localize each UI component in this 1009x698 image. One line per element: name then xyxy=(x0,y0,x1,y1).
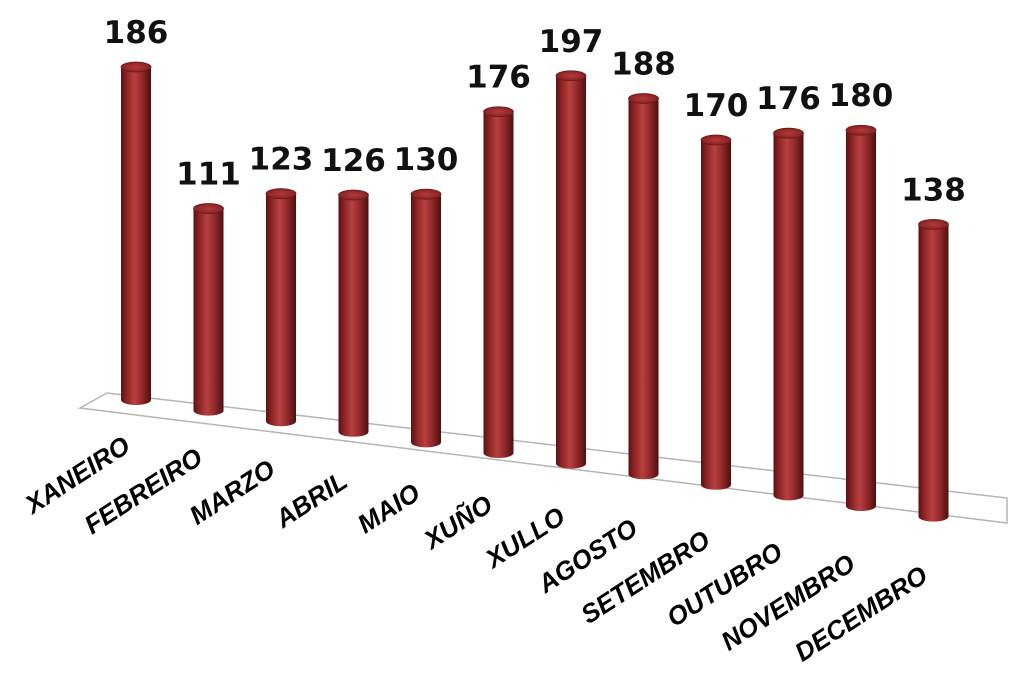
value-label-setembro: 170 xyxy=(684,88,749,124)
bar-top xyxy=(700,134,732,146)
bar-body xyxy=(338,194,369,437)
bar-top xyxy=(265,188,297,200)
value-label-decembro: 138 xyxy=(901,172,966,208)
bar-febreiro xyxy=(193,203,224,416)
bar-top xyxy=(628,93,659,104)
value-label-xaneiro: 186 xyxy=(104,15,169,51)
bar-body xyxy=(773,133,804,501)
bar-agosto xyxy=(628,93,659,480)
bars-group xyxy=(120,61,949,522)
value-label-xullo: 197 xyxy=(539,24,604,60)
bar-top xyxy=(918,219,949,230)
bar-body xyxy=(266,193,296,427)
bar-setembro xyxy=(700,134,732,490)
bar-outubro xyxy=(773,127,804,501)
bar-body xyxy=(556,75,586,469)
value-label-novembro: 180 xyxy=(829,78,894,114)
bar-marzo xyxy=(265,188,297,427)
value-label-xuño: 176 xyxy=(466,60,531,96)
bar-novembro xyxy=(845,124,877,511)
value-label-febreiro: 111 xyxy=(176,157,241,193)
bar-maio xyxy=(410,188,442,448)
bar-body xyxy=(193,208,224,416)
bar-body xyxy=(411,194,441,448)
bar-top xyxy=(483,106,514,118)
bar-abril xyxy=(338,189,369,437)
bar-top xyxy=(120,61,152,73)
value-label-marzo: 123 xyxy=(249,142,314,178)
bar-body xyxy=(846,130,876,511)
bar-body xyxy=(701,140,731,490)
value-label-outubro: 176 xyxy=(756,81,821,117)
value-label-maio: 130 xyxy=(394,142,459,178)
bar-top xyxy=(193,203,224,214)
category-label-maio: MAIO xyxy=(352,477,425,539)
bar-decembro xyxy=(918,219,949,522)
bar-top xyxy=(773,127,804,139)
bar-xaneiro xyxy=(120,61,152,405)
category-label-abril: ABRIL xyxy=(269,465,353,534)
bar-body xyxy=(483,111,514,459)
bar-body xyxy=(121,67,151,405)
value-label-agosto: 188 xyxy=(611,46,676,82)
bar-top xyxy=(410,188,442,200)
bar-top xyxy=(845,124,877,136)
bar-body xyxy=(918,224,949,522)
bar-xuño xyxy=(483,106,514,459)
bar-body xyxy=(628,98,659,480)
bar-xullo xyxy=(555,70,587,469)
bar-top xyxy=(338,189,369,201)
value-label-abril: 126 xyxy=(321,143,386,179)
bar-top xyxy=(555,70,587,82)
